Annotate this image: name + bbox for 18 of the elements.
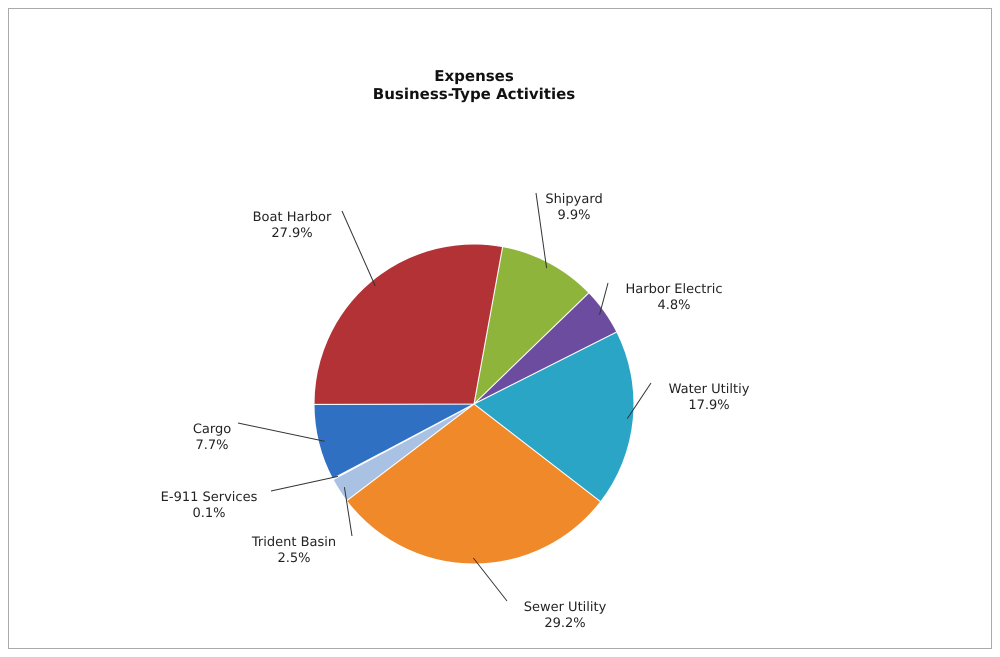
slice-label: Boat Harbor [252,210,332,225]
data-label: 2.5% [277,551,311,566]
chart-subtitle: Business-Type Activities [372,85,576,103]
data-label: 27.9% [271,226,313,241]
data-label: 0.1% [192,506,226,521]
slice-label: Cargo [192,422,232,437]
data-label: 4.8% [657,298,691,313]
data-label: 7.7% [195,438,229,453]
data-label: 29.2% [544,616,586,631]
data-label: 9.9% [557,208,591,223]
slice-label: Sewer Utility [524,600,607,615]
data-label: 17.9% [688,398,730,413]
slice-label: Trident Basin [250,535,336,550]
slice-label: Water Utiltiy [668,382,750,397]
slice-label: E-911 Services [160,490,258,505]
chart-title: Expenses [434,67,514,85]
slice-label: Shipyard [545,192,603,207]
slice-label: Harbor Electric [626,282,722,297]
